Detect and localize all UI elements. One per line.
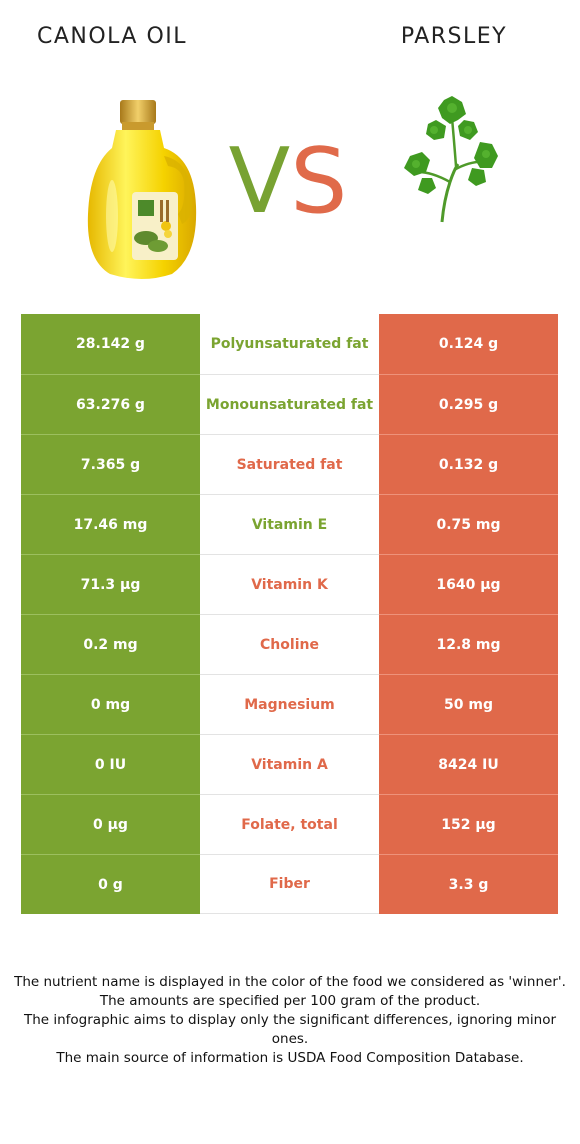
footnote-source: The main source of information is USDA F… [56,1050,524,1066]
nutrient-name: Monounsaturated fat [200,374,379,434]
vs-s: S [290,129,348,234]
table-row: 7.365 g Saturated fat 0.132 g [21,434,558,494]
nutrient-name: Saturated fat [200,434,379,494]
footnote-significance: The infographic aims to display only the… [23,1012,557,1047]
right-value: 0.75 mg [379,494,558,554]
left-food-title: CANOLA OIL [36,24,188,49]
left-value: 7.365 g [21,434,200,494]
table-row: 28.142 g Polyunsaturated fat 0.124 g [21,314,558,374]
nutrient-name: Magnesium [200,674,379,734]
left-value: 0 mg [21,674,200,734]
parsley-sprig-icon [404,96,498,223]
nutrient-name: Polyunsaturated fat [200,314,379,374]
right-value: 50 mg [379,674,558,734]
left-value: 0.2 mg [21,614,200,674]
vs-v: V [228,129,291,234]
right-value: 0.132 g [379,434,558,494]
nutrient-comparison-table: 28.142 g Polyunsaturated fat 0.124 g 63.… [21,314,558,914]
left-value: 28.142 g [21,314,200,374]
footnote-winner-color: The nutrient name is displayed in the co… [14,974,566,990]
table-row: 0 mg Magnesium 50 mg [21,674,558,734]
nutrient-name: Choline [200,614,379,674]
left-value: 0 µg [21,794,200,854]
left-value: 63.276 g [21,374,200,434]
right-value: 152 µg [379,794,558,854]
right-value: 0.295 g [379,374,558,434]
right-value: 8424 IU [379,734,558,794]
right-value: 12.8 mg [379,614,558,674]
canola-oil-bottle-icon [87,100,197,279]
left-value: 0 g [21,854,200,914]
nutrient-name: Folate, total [200,794,379,854]
right-value: 1640 µg [379,554,558,614]
left-value: 0 IU [21,734,200,794]
nutrient-name: Vitamin A [200,734,379,794]
table-row: 0.2 mg Choline 12.8 mg [21,614,558,674]
left-value: 71.3 µg [21,554,200,614]
footnote-amounts: The amounts are specified per 100 gram o… [99,993,481,1009]
table-row: 71.3 µg Vitamin K 1640 µg [21,554,558,614]
left-value: 17.46 mg [21,494,200,554]
table-row: 17.46 mg Vitamin E 0.75 mg [21,494,558,554]
table-row: 0 g Fiber 3.3 g [21,854,558,914]
right-value: 3.3 g [379,854,558,914]
nutrient-name: Vitamin E [200,494,379,554]
table-row: 0 µg Folate, total 152 µg [21,794,558,854]
footnotes: The nutrient name is displayed in the co… [10,973,570,1068]
versus-label: VS [218,132,358,232]
nutrient-name: Vitamin K [200,554,379,614]
table-row: 0 IU Vitamin A 8424 IU [21,734,558,794]
right-value: 0.124 g [379,314,558,374]
table-row: 63.276 g Monounsaturated fat 0.295 g [21,374,558,434]
nutrient-name: Fiber [200,854,379,914]
right-food-title: PARSLEY [400,24,508,49]
